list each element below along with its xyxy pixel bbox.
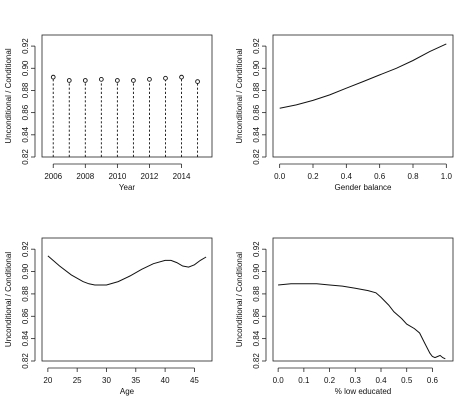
y-tick-label: 0.92 (252, 241, 261, 257)
x-tick-label: 0.6 (427, 376, 439, 385)
x-tick-label: 0.2 (307, 172, 319, 181)
data-point (66, 78, 72, 83)
chart-panel-3: 20 25 30 35 40 45 0.82 0.84 0.86 0.88 0.90 0.92 Age U… (4, 237, 213, 396)
x-tick-label: 0.4 (341, 172, 353, 181)
y-tick-label: 0.86 (252, 104, 261, 120)
x-axis-label: % low educated (335, 387, 391, 396)
x-tick-label: 0.3 (350, 376, 362, 385)
x-tick-label: 0.4 (375, 376, 387, 385)
y-tick-label: 0.84 (21, 126, 30, 142)
plot-frame (272, 237, 454, 362)
y-tick-label: 0.92 (21, 38, 30, 54)
data-point (131, 78, 136, 83)
x-tick-label: 0.8 (407, 172, 419, 181)
data-point (147, 77, 152, 82)
x-axis-label: Age (120, 387, 135, 396)
x-tick-label: 35 (131, 376, 140, 385)
y-tick-label: 0.92 (252, 38, 261, 54)
x-tick-label: 0.2 (324, 376, 336, 385)
y-tick-label: 0.84 (252, 126, 261, 142)
plot-frame (41, 237, 213, 362)
chart-panel-4: 0.0 0.1 0.2 0.3 0.4 0.5 0.6 0.82 0.84 0.86 0.88 0.9… (235, 237, 454, 396)
y-tick-label: 0.84 (252, 330, 261, 346)
x-tick-label: 45 (190, 376, 199, 385)
y-axis-label: Unconditional / Conditional (4, 48, 13, 143)
data-point (195, 79, 200, 84)
x-tick-label: 30 (102, 376, 111, 385)
x-tick-label: 0.1 (298, 376, 310, 385)
y-tick-label: 0.82 (252, 353, 261, 369)
plot-frame (272, 34, 454, 158)
data-curve (47, 255, 207, 286)
x-tick-label: 2010 (108, 172, 126, 181)
x-tick-label: 0.5 (401, 376, 413, 385)
y-tick-label: 0.92 (21, 241, 30, 257)
y-tick-label: 0.88 (21, 286, 30, 302)
y-tick-label: 0.86 (252, 308, 261, 324)
x-tick-label: 0.0 (273, 376, 285, 385)
x-axis-label: Gender balance (335, 183, 392, 192)
y-tick-label: 0.90 (252, 60, 261, 76)
x-tick-label: 2008 (76, 172, 94, 181)
x-axis-label: Year (119, 183, 136, 192)
y-tick-label: 0.86 (21, 308, 30, 324)
y-axis-label: Unconditional / Conditional (235, 48, 244, 143)
y-tick-label: 0.84 (21, 330, 30, 346)
y-tick-label: 0.88 (252, 286, 261, 302)
y-tick-label: 0.90 (252, 263, 261, 279)
data-curve (279, 43, 447, 109)
data-point (163, 75, 168, 81)
y-tick-label: 0.90 (21, 60, 30, 76)
y-tick-label: 0.82 (252, 149, 261, 165)
y-tick-label: 0.88 (21, 82, 30, 98)
data-point (50, 74, 56, 80)
y-axis-label: Unconditional / Conditional (4, 252, 13, 347)
chart-panel-1: 2006 2008 2010 2012 2014 0.82 0.84 0.86 0.88 0.90… (4, 34, 213, 192)
x-tick-label: 40 (161, 376, 170, 385)
y-tick-label: 0.82 (21, 149, 30, 165)
y-tick-label: 0.82 (21, 353, 30, 369)
chart-panel-2: 0.0 0.2 0.4 0.6 0.8 1.0 0.82 0.84 0.86 0.88 0.90 0.… (235, 34, 454, 192)
x-tick-label: 25 (73, 376, 82, 385)
x-tick-label: 20 (43, 376, 52, 385)
y-tick-label: 0.86 (21, 104, 30, 120)
data-point (98, 77, 104, 82)
y-tick-label: 0.88 (252, 82, 261, 98)
plot-frame (41, 34, 213, 158)
x-tick-label: 2012 (141, 172, 159, 181)
y-tick-label: 0.90 (21, 263, 30, 279)
data-curve (278, 283, 446, 360)
x-tick-label: 2006 (44, 172, 62, 181)
x-tick-label: 1.0 (441, 172, 453, 181)
data-point (179, 74, 184, 80)
x-tick-label: 0.6 (374, 172, 386, 181)
x-tick-label: 2014 (173, 172, 191, 181)
data-point (115, 78, 120, 83)
y-axis-label: Unconditional / Conditional (235, 252, 244, 347)
data-point (82, 78, 88, 83)
x-tick-label: 0.0 (274, 172, 286, 181)
